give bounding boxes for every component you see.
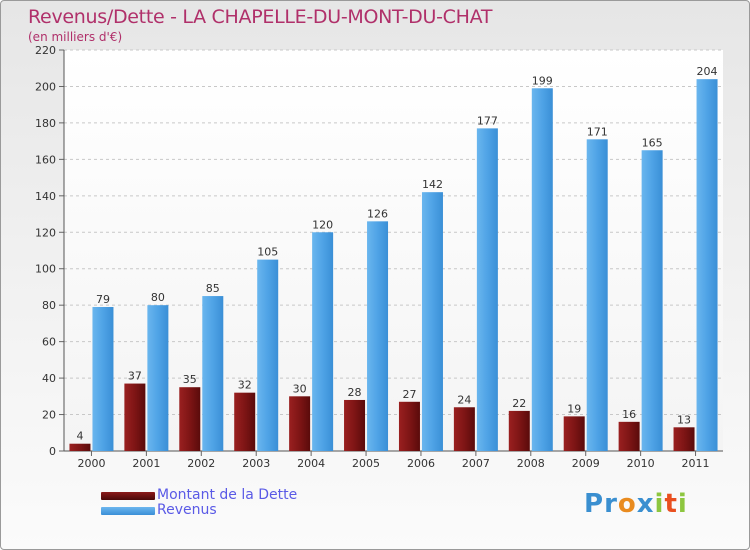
proxiti-logo: Proxiti xyxy=(584,489,688,519)
data-label-revenus: 177 xyxy=(477,114,498,127)
logo-letter: i xyxy=(677,489,688,519)
data-label-revenus: 171 xyxy=(587,125,608,138)
data-label-debt: 37 xyxy=(128,370,142,383)
y-tick-label: 140 xyxy=(35,190,56,203)
plot-area xyxy=(64,50,723,451)
x-tick-label: 2006 xyxy=(407,457,435,470)
x-tick-label: 2007 xyxy=(462,457,490,470)
bar-revenus xyxy=(257,259,279,451)
logo-letter: o xyxy=(617,489,637,519)
data-label-revenus: 126 xyxy=(367,207,388,220)
x-tick-label: 2001 xyxy=(132,457,160,470)
x-tick-label: 2003 xyxy=(242,457,270,470)
bar-revenus xyxy=(586,139,608,451)
bar-debt xyxy=(673,427,695,451)
data-label-revenus: 105 xyxy=(257,246,278,259)
bar-debt xyxy=(508,410,530,451)
bar-debt xyxy=(124,383,146,451)
data-label-debt: 13 xyxy=(677,413,691,426)
x-tick-label: 2005 xyxy=(352,457,380,470)
y-tick-label: 160 xyxy=(35,153,56,166)
data-label-debt: 27 xyxy=(402,388,416,401)
data-label-debt: 19 xyxy=(567,402,581,415)
data-label-debt: 28 xyxy=(348,386,362,399)
data-label-revenus: 80 xyxy=(151,291,165,304)
data-label-debt: 22 xyxy=(512,397,526,410)
x-tick-label: 2000 xyxy=(77,457,105,470)
legend-swatch-dette xyxy=(101,492,155,500)
bar-revenus xyxy=(696,79,718,451)
legend-label-dette: Montant de la Dette xyxy=(157,487,298,503)
bar-debt xyxy=(179,387,201,451)
bar-revenus xyxy=(531,88,553,451)
legend-label-revenus: Revenus xyxy=(157,502,217,518)
data-label-revenus: 204 xyxy=(697,65,718,78)
bar-revenus xyxy=(92,307,114,451)
x-tick-label: 2009 xyxy=(572,457,600,470)
bar-debt xyxy=(618,421,640,451)
x-tick-label: 2008 xyxy=(517,457,545,470)
bar-debt xyxy=(344,399,366,451)
y-tick-label: 120 xyxy=(35,226,56,239)
y-tick-label: 100 xyxy=(35,263,56,276)
bar-debt xyxy=(289,396,311,451)
y-tick-label: 40 xyxy=(42,372,56,385)
y-tick-label: 180 xyxy=(35,117,56,130)
legend-swatch-revenus xyxy=(101,507,155,515)
data-label-revenus: 199 xyxy=(532,74,553,87)
bar-debt xyxy=(453,407,475,451)
x-tick-label: 2011 xyxy=(682,457,710,470)
logo-letter: t xyxy=(664,489,678,519)
bar-debt xyxy=(234,392,256,451)
data-label-debt: 35 xyxy=(183,373,197,386)
y-tick-label: 80 xyxy=(42,299,56,312)
y-tick-label: 0 xyxy=(49,445,56,458)
data-label-revenus: 142 xyxy=(422,178,443,191)
bar-revenus xyxy=(147,305,169,451)
logo-letter: P xyxy=(584,489,605,519)
data-label-debt: 4 xyxy=(76,430,83,443)
logo-letter: x xyxy=(636,489,655,519)
logo-letter: i xyxy=(654,489,665,519)
bar-revenus xyxy=(367,221,389,451)
bar-revenus xyxy=(421,192,443,451)
bar-debt xyxy=(398,401,420,451)
data-label-revenus: 120 xyxy=(312,218,333,231)
y-tick-label: 20 xyxy=(42,409,56,422)
bar-revenus xyxy=(476,128,498,452)
logo-letter: r xyxy=(604,489,618,519)
bar-revenus xyxy=(312,232,334,451)
x-tick-label: 2002 xyxy=(187,457,215,470)
data-label-debt: 24 xyxy=(457,393,471,406)
data-label-revenus: 165 xyxy=(642,136,663,149)
y-tick-label: 60 xyxy=(42,336,56,349)
x-tick-label: 2010 xyxy=(627,457,655,470)
y-tick-label: 200 xyxy=(35,80,56,93)
data-label-revenus: 85 xyxy=(206,282,220,295)
data-label-debt: 32 xyxy=(238,379,252,392)
chart-title: Revenus/Dette - LA CHAPELLE-DU-MONT-DU-C… xyxy=(28,6,493,28)
chart-subtitle: (en milliers d'€) xyxy=(28,30,123,44)
bar-revenus xyxy=(202,296,224,451)
y-tick-label: 220 xyxy=(35,44,56,57)
bar-revenus xyxy=(641,150,663,451)
x-tick-label: 2004 xyxy=(297,457,325,470)
bar-debt xyxy=(563,416,585,451)
data-label-debt: 30 xyxy=(293,382,307,395)
data-label-revenus: 79 xyxy=(96,293,110,306)
bar-debt xyxy=(69,443,91,451)
data-label-debt: 16 xyxy=(622,408,636,421)
